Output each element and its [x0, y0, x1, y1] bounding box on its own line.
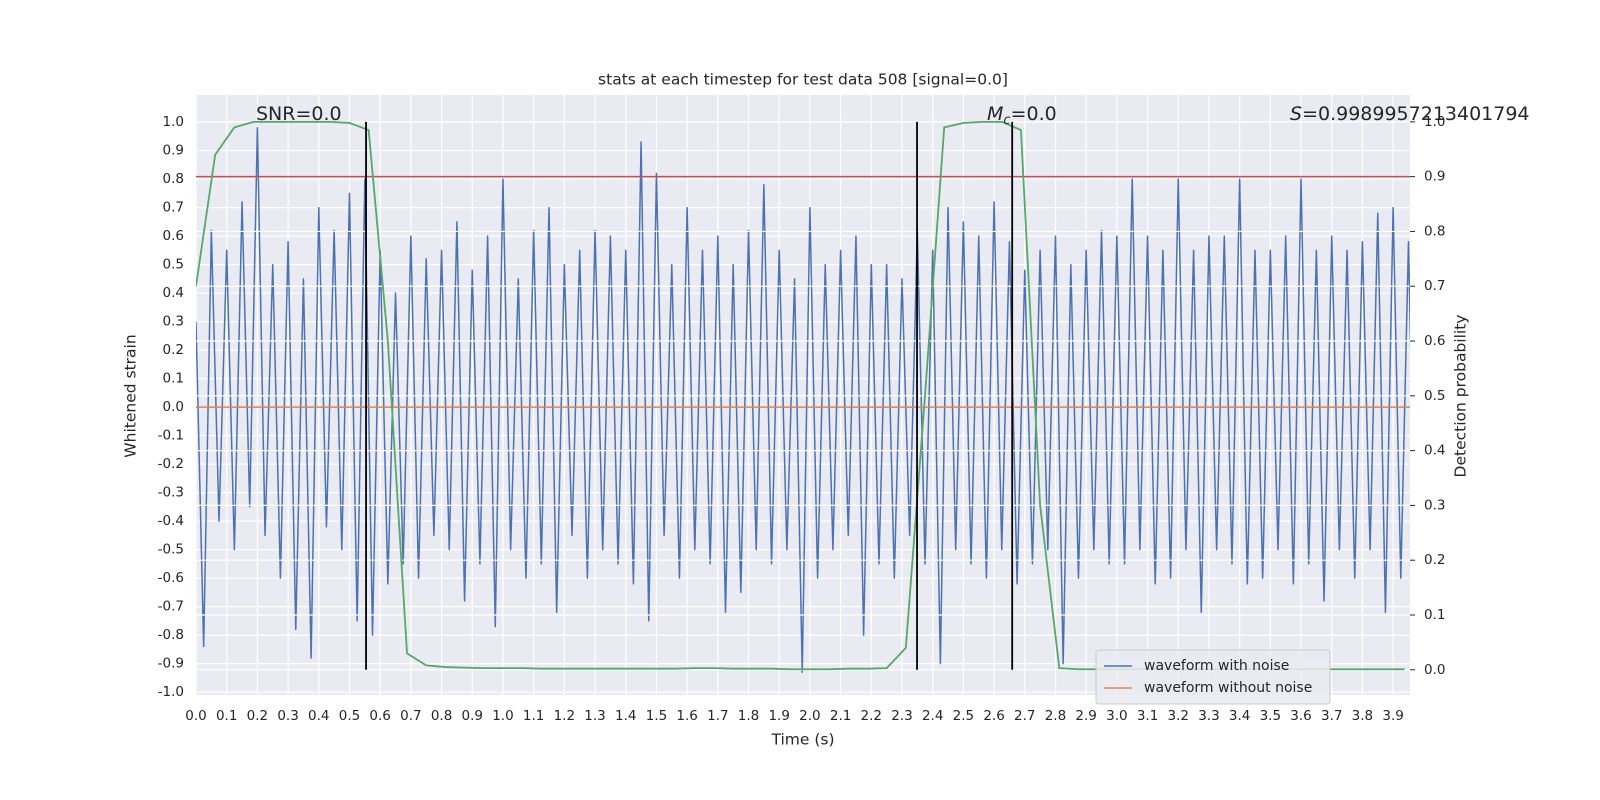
series-line [196, 127, 1410, 673]
x-tick-label: 2.1 [830, 708, 851, 724]
x-tick-label: 1.8 [738, 708, 759, 724]
y-tick-label: 0.9 [163, 143, 184, 159]
annotation: S=0.9989957213401794 [1290, 103, 1530, 125]
x-tick-label: 0.7 [400, 708, 421, 724]
x-tick-label: 1.5 [646, 708, 667, 724]
y-tick-label: 0.8 [163, 171, 184, 187]
y-tick-label: 0.4 [163, 285, 184, 301]
annotation-text: =0.0 [1011, 103, 1057, 125]
y-tick-label: -0.2 [158, 456, 184, 472]
y2-tick-label: 0.1 [1424, 607, 1445, 623]
annotation-text: SNR=0.0 [256, 103, 342, 125]
y-tick-label: 1.0 [163, 114, 184, 130]
x-tick-label: 0.9 [462, 708, 483, 724]
x-tick-label: 3.2 [1168, 708, 1189, 724]
x-tick-label: 1.7 [707, 708, 728, 724]
x-tick-label: 0.4 [308, 708, 329, 724]
plot-area [196, 120, 1410, 673]
x-tick-label: 0.0 [185, 708, 206, 724]
y2-tick-label: 0.5 [1424, 388, 1445, 404]
x-tick-label: 3.7 [1321, 708, 1342, 724]
x-tick-label: 2.4 [922, 708, 943, 724]
x-tick-label: 1.2 [554, 708, 575, 724]
x-tick-label: 2.7 [1014, 708, 1035, 724]
x-tick-label: 1.9 [768, 708, 789, 724]
x-tick-label: 0.2 [247, 708, 268, 724]
x-axis-label: Time (s) [770, 731, 834, 749]
y-tick-label: -0.5 [158, 542, 184, 558]
y2-tick-label: 0.6 [1424, 333, 1445, 349]
x-tick-label: 3.1 [1137, 708, 1158, 724]
y-tick-label: 0.5 [163, 257, 184, 273]
y2-tick-label: 0.4 [1424, 443, 1445, 459]
x-tick-label: 1.3 [584, 708, 605, 724]
y2-tick-label: 0.0 [1424, 662, 1445, 678]
y-tick-label: 0.3 [163, 314, 184, 330]
legend-box [1095, 649, 1331, 705]
y2-tick-label: 0.2 [1424, 552, 1445, 568]
annotation: SNR=0.0 [256, 103, 342, 125]
x-tick-label: 3.5 [1260, 708, 1281, 724]
x-tick-label: 3.6 [1290, 708, 1311, 724]
y-tick-label: -1.0 [158, 684, 184, 700]
x-tick-label: 1.0 [492, 708, 513, 724]
x-tick-label: 0.8 [431, 708, 452, 724]
x-tick-label: 0.3 [277, 708, 298, 724]
y-tick-label: 0.7 [163, 200, 184, 216]
x-tick-label: 0.6 [369, 708, 390, 724]
x-tick-label: 2.3 [891, 708, 912, 724]
x-tick-label: 1.4 [615, 708, 636, 724]
y-tick-label: -0.9 [158, 656, 184, 672]
annotation-subscript: c [1003, 113, 1010, 128]
y2-axis-label: Detection probability [1452, 315, 1470, 478]
annotation-symbol: M [987, 103, 1003, 125]
y-tick-label: -0.8 [158, 627, 184, 643]
x-tick-label: 3.4 [1229, 708, 1250, 724]
annotation-text: =0.9989957213401794 [1302, 103, 1529, 125]
y2-tick-label: 0.8 [1424, 223, 1445, 239]
x-tick-label: 2.0 [799, 708, 820, 724]
x-tick-label: 0.5 [339, 708, 360, 724]
x-tick-label: 3.0 [1106, 708, 1127, 724]
x-tick-label: 2.6 [983, 708, 1004, 724]
annotation-symbol: S [1290, 103, 1302, 125]
x-tick-label: 2.8 [1045, 708, 1066, 724]
x-tick-label: 3.9 [1382, 708, 1403, 724]
annotation: Mc=0.0 [987, 103, 1057, 128]
y-tick-label: -0.1 [158, 428, 184, 444]
legend-label: waveform with noise [1144, 658, 1289, 674]
y-tick-label: -0.7 [158, 599, 184, 615]
y2-tick-label: 0.7 [1424, 278, 1445, 294]
x-tick-label: 2.9 [1075, 708, 1096, 724]
y-tick-label: 0.0 [163, 399, 184, 415]
x-tick-label: 0.1 [216, 708, 237, 724]
legend-label: waveform without noise [1144, 680, 1312, 696]
chart-title: stats at each timestep for test data 508… [598, 71, 1008, 89]
y2-tick-label: 0.3 [1424, 497, 1445, 513]
x-tick-label: 1.6 [676, 708, 697, 724]
y2-tick-label: 1.0 [1424, 114, 1445, 130]
y-tick-label: 0.1 [163, 371, 184, 387]
y-axis-label: Whitened strain [122, 334, 140, 457]
x-tick-label: 1.1 [523, 708, 544, 724]
y-tick-label: -0.3 [158, 485, 184, 501]
y-tick-label: 0.6 [163, 228, 184, 244]
y-tick-label: 0.2 [163, 342, 184, 358]
x-tick-label: 3.8 [1352, 708, 1373, 724]
x-tick-label: 2.5 [953, 708, 974, 724]
y2-tick-label: 0.9 [1424, 169, 1445, 185]
x-tick-label: 2.2 [861, 708, 882, 724]
y-tick-label: -0.4 [158, 513, 184, 529]
x-tick-label: 3.3 [1198, 708, 1219, 724]
y-tick-label: -0.6 [158, 570, 184, 586]
